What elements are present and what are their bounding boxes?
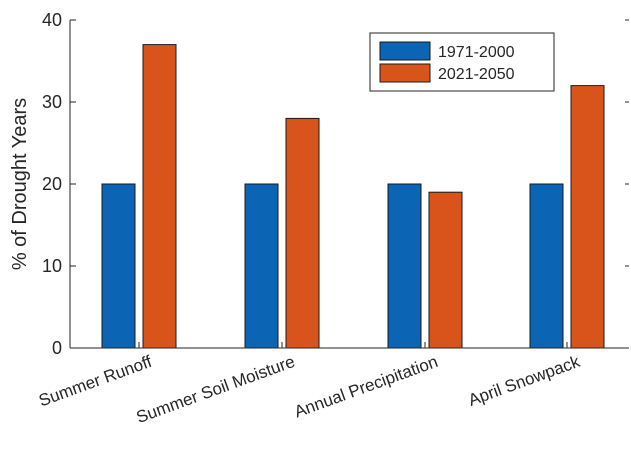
legend: 1971-2000 2021-2050 [369, 32, 555, 92]
x-tick-label: Summer Soil Moisture [134, 352, 298, 427]
legend-swatch-2 [379, 63, 431, 83]
y-axis-title: % of Drought Years [9, 98, 31, 270]
x-tick-label: Summer Runoff [36, 352, 154, 411]
bar-baseline-4 [529, 183, 564, 349]
y-tick-label: 20 [42, 174, 62, 194]
bar-baseline-3 [387, 183, 422, 349]
x-tick-label: April Snowpack [466, 352, 583, 410]
bar-future-4 [570, 85, 605, 349]
bar-baseline-2 [244, 183, 279, 349]
legend-label-2: 2021-2050 [438, 66, 515, 83]
legend-swatch-1 [379, 41, 431, 61]
bar-baseline-1 [101, 183, 136, 349]
bar-future-2 [285, 117, 320, 349]
bar-future-3 [428, 191, 463, 349]
y-tick-label: 0 [52, 338, 62, 358]
x-tick-label: Annual Precipitation [292, 352, 441, 422]
y-tick-label: 40 [42, 10, 62, 30]
y-tick-label: 10 [42, 256, 62, 276]
y-tick-label: 30 [42, 92, 62, 112]
bars-layer [101, 44, 605, 349]
axes-layer [69, 19, 629, 349]
bar-future-1 [142, 44, 177, 349]
legend-label-1: 1971-2000 [438, 44, 515, 61]
